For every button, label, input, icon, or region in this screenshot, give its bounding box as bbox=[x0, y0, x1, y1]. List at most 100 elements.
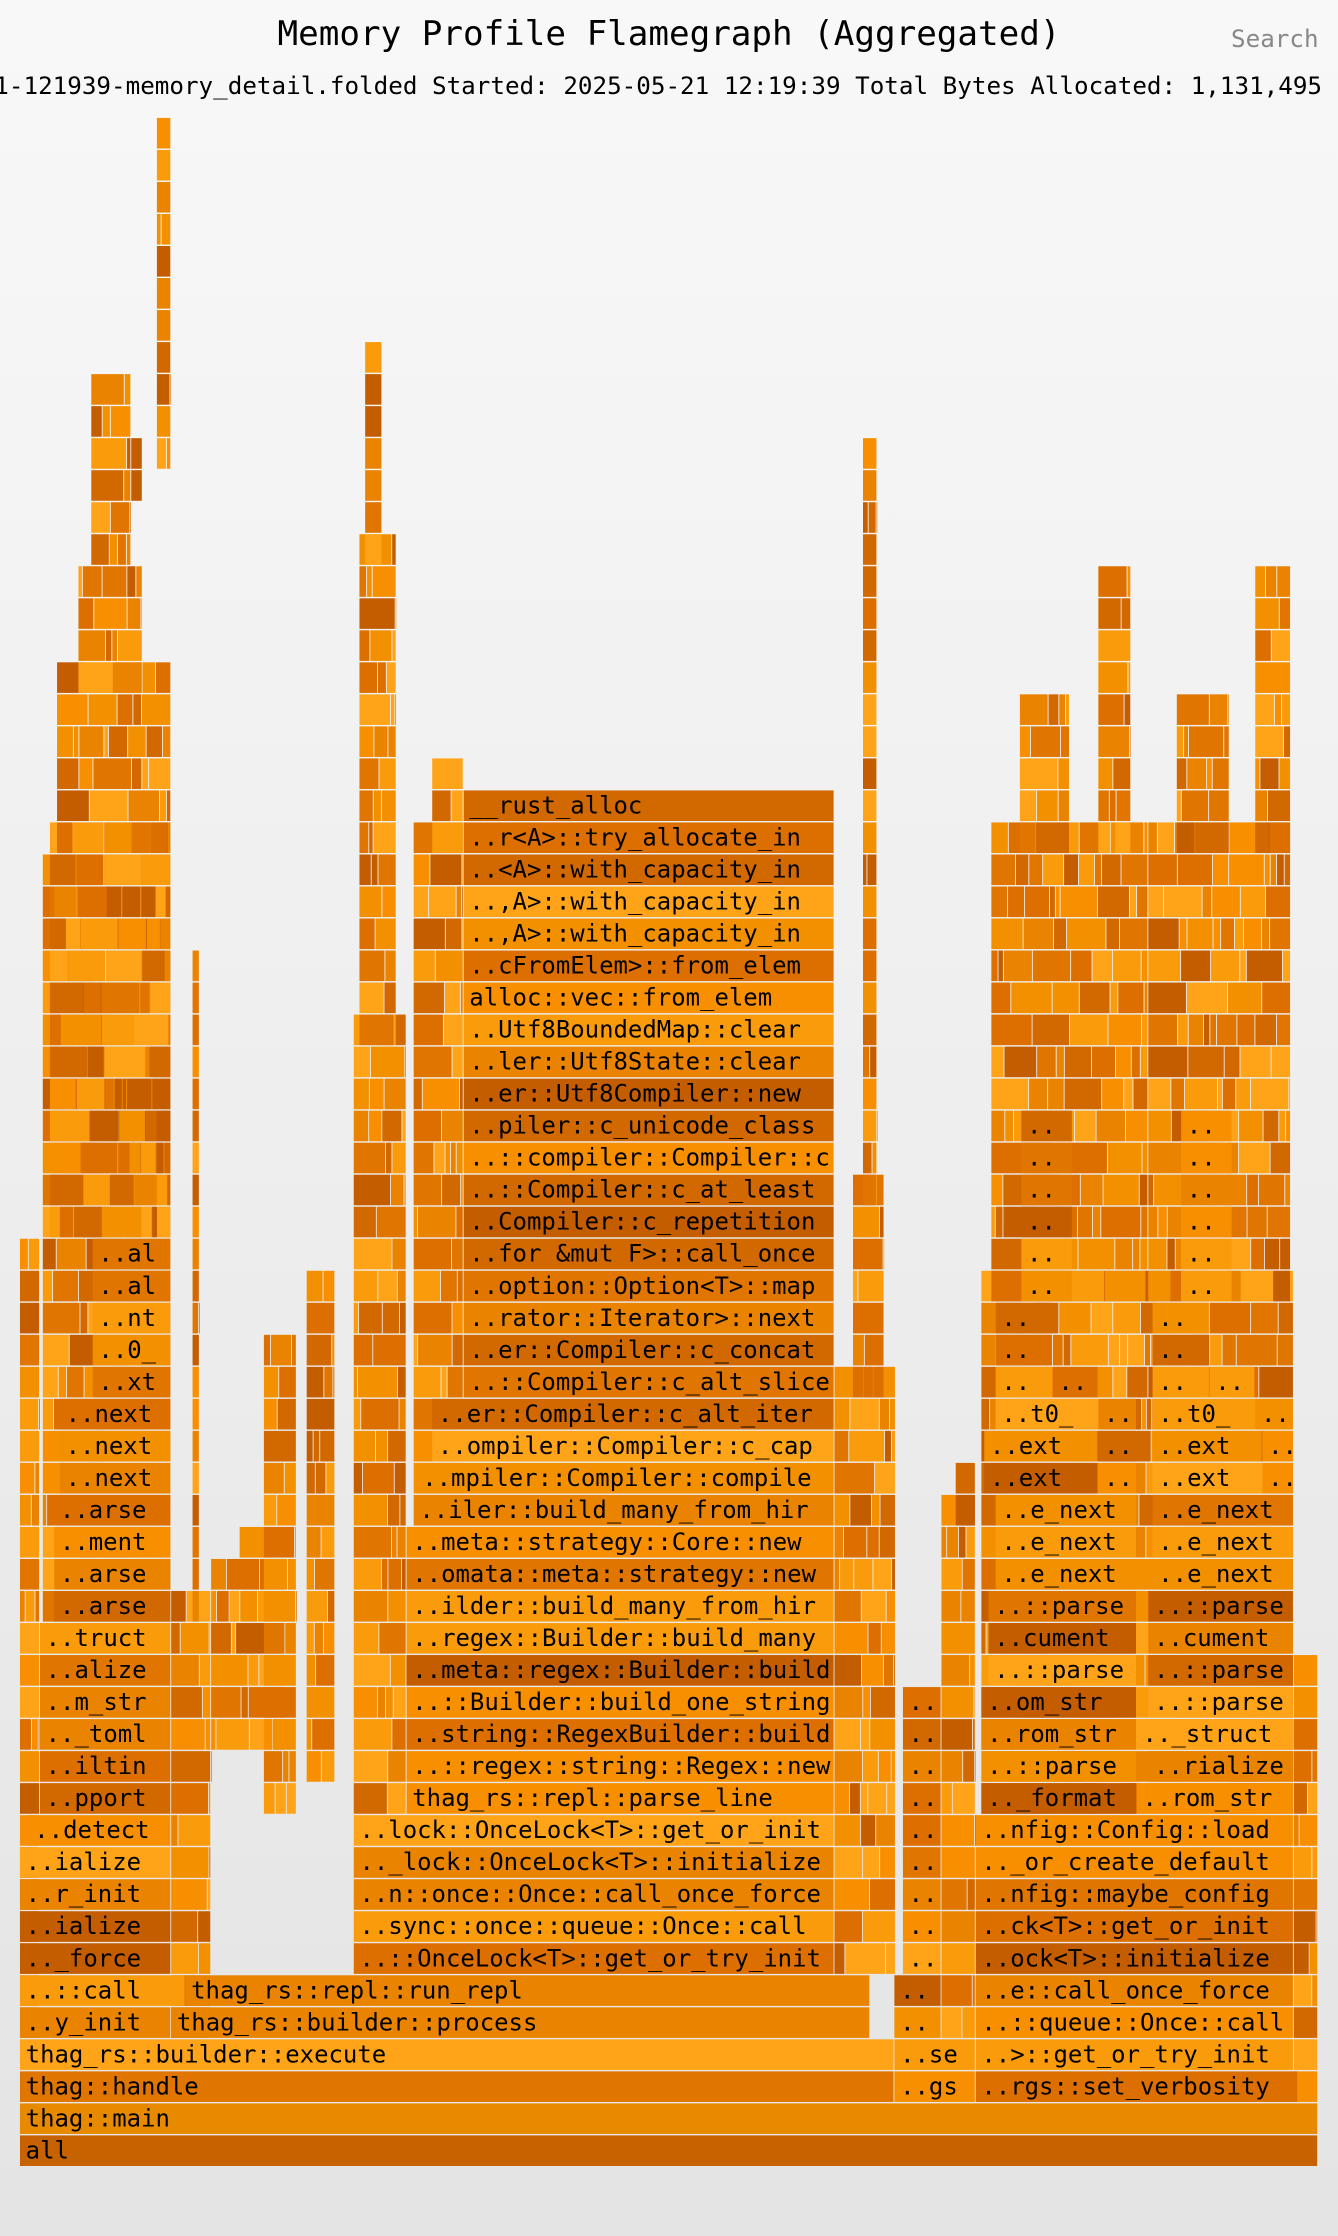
frame[interactable] bbox=[463, 790, 834, 822]
frame[interactable] bbox=[1269, 822, 1291, 854]
frame[interactable] bbox=[353, 1046, 371, 1078]
frame[interactable] bbox=[397, 1366, 406, 1398]
frame[interactable] bbox=[42, 1494, 47, 1526]
frame[interactable] bbox=[432, 758, 463, 789]
frame[interactable] bbox=[1181, 1110, 1232, 1142]
frame[interactable] bbox=[981, 1719, 1137, 1750]
frame[interactable] bbox=[862, 854, 867, 886]
frame[interactable] bbox=[377, 662, 386, 693]
frame[interactable] bbox=[353, 1494, 388, 1526]
frame[interactable] bbox=[1148, 1174, 1154, 1206]
frame[interactable] bbox=[1188, 726, 1224, 757]
frame[interactable] bbox=[124, 470, 131, 501]
frame[interactable] bbox=[1157, 822, 1175, 854]
frame[interactable] bbox=[353, 1302, 359, 1334]
frame[interactable] bbox=[975, 1847, 1293, 1878]
frame[interactable] bbox=[1152, 1398, 1255, 1430]
frame[interactable] bbox=[1167, 1206, 1182, 1238]
frame[interactable] bbox=[129, 1142, 141, 1174]
frame[interactable] bbox=[1148, 1238, 1167, 1270]
frame[interactable] bbox=[19, 1591, 25, 1622]
frame[interactable] bbox=[157, 1110, 171, 1142]
frame[interactable] bbox=[171, 1783, 209, 1814]
frame[interactable] bbox=[854, 1558, 873, 1590]
frame[interactable] bbox=[19, 1430, 40, 1462]
frame[interactable] bbox=[367, 566, 372, 597]
frame[interactable] bbox=[145, 1046, 150, 1078]
frame[interactable] bbox=[19, 1558, 40, 1590]
frame[interactable] bbox=[406, 1591, 834, 1622]
frame[interactable] bbox=[1148, 918, 1179, 950]
frame[interactable] bbox=[124, 374, 131, 405]
frame[interactable] bbox=[390, 694, 395, 725]
frame[interactable] bbox=[59, 1430, 171, 1462]
frame[interactable] bbox=[1255, 566, 1265, 597]
frame[interactable] bbox=[92, 1334, 171, 1366]
frame[interactable] bbox=[127, 566, 136, 597]
frame[interactable] bbox=[862, 1174, 876, 1206]
frame[interactable] bbox=[413, 1110, 442, 1142]
frame[interactable] bbox=[162, 726, 171, 757]
frame[interactable] bbox=[263, 1366, 279, 1398]
frame[interactable] bbox=[1216, 1014, 1237, 1046]
frame[interactable] bbox=[161, 213, 171, 245]
frame[interactable] bbox=[353, 1591, 388, 1622]
frame[interactable] bbox=[834, 1655, 862, 1686]
frame[interactable] bbox=[169, 1014, 171, 1046]
frame[interactable] bbox=[321, 1751, 335, 1782]
frame[interactable] bbox=[1251, 1238, 1264, 1270]
frame[interactable] bbox=[365, 438, 382, 469]
frame[interactable] bbox=[306, 1462, 315, 1494]
frame[interactable] bbox=[122, 886, 141, 918]
frame[interactable] bbox=[452, 1046, 463, 1078]
frame[interactable] bbox=[1176, 790, 1181, 822]
frame[interactable] bbox=[862, 758, 877, 789]
frame[interactable] bbox=[353, 1751, 388, 1782]
frame[interactable] bbox=[192, 1014, 199, 1046]
frame[interactable] bbox=[1056, 1046, 1064, 1078]
frame[interactable] bbox=[860, 1783, 868, 1814]
frame[interactable] bbox=[413, 1366, 441, 1398]
frame[interactable] bbox=[323, 1623, 335, 1654]
frame[interactable] bbox=[146, 918, 160, 950]
frame[interactable] bbox=[406, 1558, 834, 1590]
frame[interactable] bbox=[463, 1366, 834, 1398]
frame[interactable] bbox=[981, 1591, 990, 1622]
frame[interactable] bbox=[353, 1270, 378, 1302]
frame[interactable] bbox=[385, 950, 396, 982]
frame[interactable] bbox=[263, 1655, 296, 1686]
frame[interactable] bbox=[388, 1430, 406, 1462]
frame[interactable] bbox=[413, 1078, 422, 1110]
frame[interactable] bbox=[991, 886, 1008, 918]
frame[interactable] bbox=[1293, 1975, 1312, 2006]
frame[interactable] bbox=[114, 1078, 122, 1110]
frame[interactable] bbox=[1176, 726, 1184, 757]
frame[interactable] bbox=[128, 790, 159, 822]
frame[interactable] bbox=[19, 2103, 1318, 2134]
frame[interactable] bbox=[19, 1238, 28, 1270]
frame[interactable] bbox=[402, 1110, 406, 1142]
frame[interactable] bbox=[876, 1815, 895, 1846]
frame[interactable] bbox=[892, 1558, 895, 1590]
frame[interactable] bbox=[19, 1334, 40, 1366]
frame[interactable] bbox=[393, 1014, 396, 1046]
frame[interactable] bbox=[1032, 950, 1071, 982]
frame[interactable] bbox=[359, 982, 384, 1014]
frame[interactable] bbox=[365, 502, 382, 533]
frame[interactable] bbox=[1098, 662, 1128, 693]
frame[interactable] bbox=[388, 726, 396, 757]
frame[interactable] bbox=[353, 1655, 390, 1686]
frame[interactable] bbox=[192, 1270, 199, 1302]
frame[interactable] bbox=[359, 918, 375, 950]
frame[interactable] bbox=[359, 1014, 393, 1046]
frame[interactable] bbox=[67, 1366, 84, 1398]
frame[interactable] bbox=[359, 886, 382, 918]
frame[interactable] bbox=[171, 1719, 205, 1750]
frame[interactable] bbox=[1098, 790, 1109, 822]
frame[interactable] bbox=[441, 1366, 447, 1398]
frame[interactable] bbox=[199, 1655, 211, 1686]
frame[interactable] bbox=[180, 1623, 209, 1654]
frame[interactable] bbox=[146, 726, 163, 757]
frame[interactable] bbox=[205, 1719, 211, 1750]
frame[interactable] bbox=[1229, 854, 1264, 886]
